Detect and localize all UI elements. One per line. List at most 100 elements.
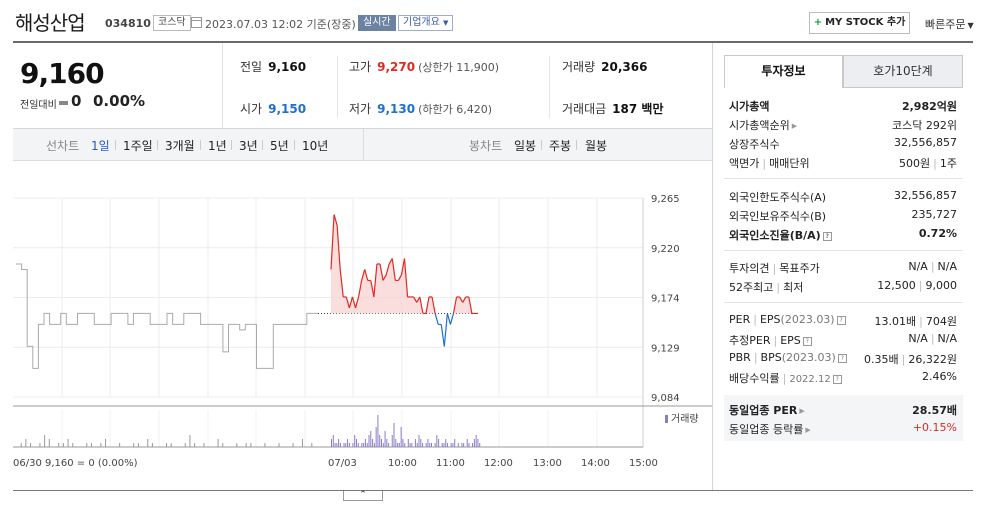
- price-line-segment: [364, 269, 369, 281]
- help-icon[interactable]: ?: [837, 354, 847, 363]
- volume-bar: [301, 439, 303, 447]
- volume-bar: [434, 443, 436, 447]
- volume-bar: [457, 443, 459, 447]
- industry-rate-link[interactable]: 동일업종 등락률 ▶: [729, 421, 811, 437]
- tab-daily[interactable]: 일봉: [514, 139, 537, 153]
- volume-bar: [137, 443, 139, 447]
- volume-bar: [292, 443, 294, 447]
- row-pbr-bps: PBR | BPS(2023.03)? 0.35배 | 26,322원: [729, 351, 957, 369]
- est-per-value: N/A: [908, 332, 928, 345]
- tab-1year[interactable]: 1년: [208, 139, 227, 153]
- eps-period: (2023.03): [780, 313, 835, 326]
- price-line-segment: [388, 258, 393, 265]
- tab-monthly[interactable]: 월봉: [585, 139, 608, 153]
- row-par-unit: 액면가 | 매매단위 500원 | 1주: [729, 155, 957, 173]
- stock-code: 034810: [105, 17, 151, 30]
- volume-bar: [366, 443, 368, 447]
- stat-amount-label: 거래대금: [562, 102, 607, 116]
- stat-prev-close-label: 전일: [240, 60, 263, 74]
- volume-bar: [454, 439, 456, 447]
- volume-bar: [72, 443, 74, 447]
- pipe-separator: |: [753, 313, 757, 326]
- tab-weekly[interactable]: 주봉: [549, 139, 572, 153]
- volume-bar: [250, 443, 252, 447]
- x-tick-label: 13:00: [533, 458, 562, 469]
- volume-bar: [447, 443, 449, 447]
- company-overview-dropdown[interactable]: 기업개요 ▼: [398, 15, 454, 31]
- stock-header: 해성산업 034810 코스닥 2023.07.03 12:02 기준(장중) …: [0, 0, 998, 42]
- tab-5year[interactable]: 5년: [270, 139, 289, 153]
- foreign-hold-label: 외국인보유주식수(B): [729, 210, 827, 223]
- market-cap-value: 2,982억원: [901, 100, 957, 113]
- bps-value: 26,322원: [908, 353, 957, 366]
- stat-prev-close-value: 9,160: [268, 60, 307, 74]
- industry-per-link[interactable]: 동일업종 PER ▶: [729, 402, 805, 418]
- y-tick-label: 9,174: [651, 294, 680, 305]
- volume-bar: [354, 435, 356, 447]
- tab-orderbook-10[interactable]: 호가10단계: [843, 55, 963, 88]
- my-stock-add-button[interactable]: + MY STOCK 추가: [809, 12, 910, 34]
- volume-bar: [443, 443, 445, 447]
- pipe-separator: |: [930, 260, 935, 273]
- volume-bar: [86, 443, 88, 447]
- price-line-segment: [382, 274, 387, 281]
- price-line-segment: [425, 296, 430, 314]
- chevron-down-icon: ▼: [967, 21, 974, 30]
- volume-bar: [479, 443, 481, 447]
- price-line-segment: [413, 296, 418, 303]
- realtime-badge[interactable]: 실시간: [358, 15, 396, 31]
- price-line-segment: [431, 296, 436, 314]
- stat-open: 시가 9,150: [240, 100, 306, 117]
- price-line-segment: [462, 296, 467, 303]
- market-cap-rank-link[interactable]: 시가총액순위 ▶: [729, 117, 797, 133]
- price-line-segment: [373, 263, 378, 298]
- volume-bar: [441, 443, 443, 447]
- my-stock-add-label: MY STOCK 추가: [825, 17, 906, 28]
- unit-label: 매매단위: [769, 157, 810, 170]
- price-line-segment: [336, 225, 341, 270]
- plus-icon: +: [813, 17, 823, 28]
- tab-3year[interactable]: 3년: [239, 139, 258, 153]
- price-line-segment: [459, 296, 464, 303]
- volume-bar: [62, 443, 64, 447]
- caret-right-icon: ▶: [805, 426, 811, 434]
- volume-bar: [461, 443, 463, 447]
- price-line-segment: [351, 296, 357, 309]
- help-icon[interactable]: ?: [836, 316, 846, 325]
- intraday-chart[interactable]: 9,265 9,220 9,174 9,129 9,084 거래량 07/03 10:00 11…: [13, 185, 713, 485]
- industry-per-label: 동일업종 PER: [729, 404, 798, 417]
- stat-low-value: 9,130: [377, 102, 416, 116]
- volume-bar: [345, 443, 347, 447]
- line-chart-label: 선차트: [46, 139, 80, 153]
- tab-investment-info[interactable]: 투자정보: [724, 55, 843, 88]
- x-tick-label: 11:00: [436, 458, 465, 469]
- pipe-separator: |: [782, 372, 787, 385]
- tab-3month[interactable]: 3개월: [165, 139, 195, 153]
- help-icon[interactable]: ?: [802, 337, 812, 346]
- tab-10year[interactable]: 10년: [302, 139, 329, 153]
- collapse-chart-button[interactable]: ⌃: [343, 491, 383, 501]
- volume-bar: [372, 439, 374, 447]
- tab-separator: [157, 140, 158, 150]
- volume-bar: [58, 443, 60, 447]
- bps-period: (2023.03): [781, 351, 836, 364]
- volume-bar: [25, 439, 27, 447]
- pipe-separator: |: [776, 281, 781, 294]
- header-divider: [13, 41, 973, 43]
- volume-bar: [466, 439, 468, 447]
- volume-bar: [105, 439, 107, 447]
- tab-1week[interactable]: 1주일: [123, 139, 153, 153]
- volume-bar: [151, 443, 153, 447]
- help-icon[interactable]: ?: [822, 232, 832, 241]
- pipe-separator: |: [772, 262, 777, 275]
- foreign-ratio-label: 외국인소진율(B/A): [729, 229, 821, 242]
- price-line-segment: [468, 296, 473, 314]
- help-icon[interactable]: ?: [832, 375, 842, 384]
- quick-order-dropdown[interactable]: 빠른주문 ▼: [925, 16, 974, 32]
- price-line-segment: [443, 313, 448, 347]
- row-foreign-limit: 외국인한도주식수(A) 32,556,857: [729, 189, 957, 207]
- tab-1day[interactable]: 1일: [91, 139, 110, 153]
- foreign-hold-value: 235,727: [911, 208, 958, 221]
- industry-section: [724, 395, 963, 441]
- volume-bar: [477, 439, 479, 447]
